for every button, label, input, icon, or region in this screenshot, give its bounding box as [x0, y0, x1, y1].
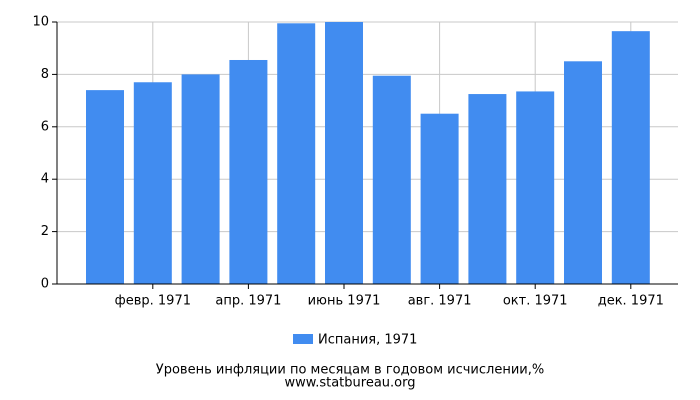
x-tick-label: авг. 1971	[408, 294, 472, 309]
bar	[516, 91, 555, 285]
x-tick-label: февр. 1971	[115, 294, 191, 309]
bar	[468, 94, 507, 284]
legend-label: Испания, 1971	[318, 333, 417, 348]
y-tick-label: 0	[41, 277, 49, 292]
bar	[325, 22, 363, 284]
bar	[86, 90, 124, 285]
bar	[564, 61, 602, 284]
bar	[133, 82, 172, 284]
bar	[372, 75, 411, 285]
source: www.statbureau.org	[285, 376, 416, 391]
y-tick-label: 4	[41, 172, 49, 187]
x-tick-label: апр. 1971	[215, 294, 281, 309]
x-tick-label: июнь 1971	[308, 294, 381, 309]
bar	[611, 31, 650, 285]
legend-swatch	[293, 334, 313, 344]
bar	[229, 59, 268, 284]
x-axis-title: Уровень инфляции по месяцам в годовом ис…	[156, 363, 544, 378]
y-tick-label: 10	[32, 15, 49, 30]
bar	[420, 113, 459, 284]
bar	[181, 74, 220, 285]
y-tick-label: 8	[41, 67, 49, 82]
x-tick-label: окт. 1971	[503, 294, 568, 309]
x-tick-label: дек. 1971	[598, 294, 664, 309]
y-tick-label: 6	[41, 119, 49, 134]
bar	[277, 23, 316, 285]
y-tick-label: 2	[41, 224, 49, 239]
